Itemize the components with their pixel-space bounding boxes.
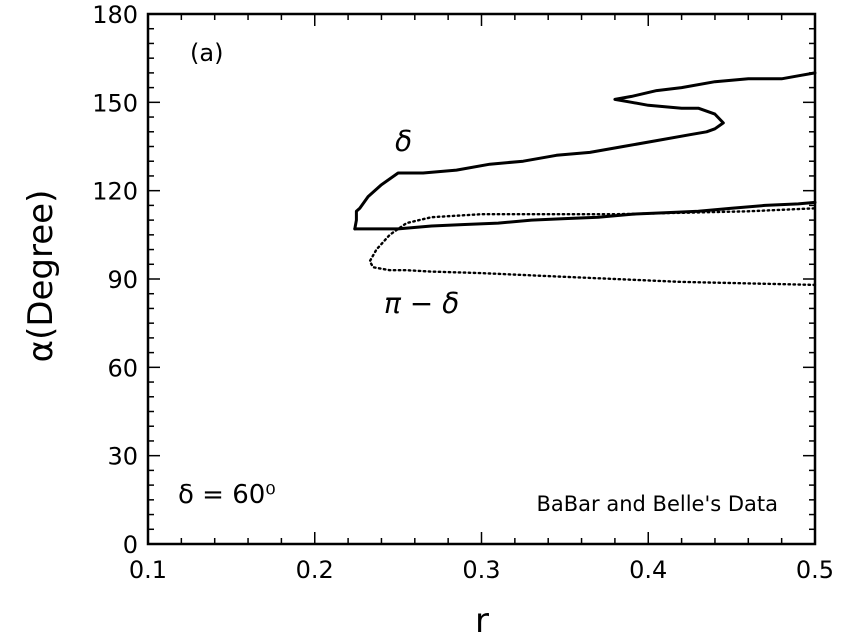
y-tick-label: 90: [107, 266, 138, 294]
x-tick-label: 0.1: [129, 556, 167, 584]
x-tick-label: 0.4: [629, 556, 667, 584]
y-tick-label: 120: [92, 178, 138, 206]
tick-labels: 0.1 0.2 0.3 0.4 0.5 0 30 60 90 120 150 180: [92, 1, 834, 584]
series-line-2: [353, 200, 817, 231]
x-tick-label: 0.2: [296, 556, 334, 584]
plot-frame: [146, 12, 817, 546]
delta-curve-label: δ: [395, 125, 412, 158]
ticks: [147, 13, 816, 545]
delta-value-annotation: δ = 60⁰: [178, 480, 276, 510]
series-line-1: [353, 71, 817, 231]
pi-minus-delta-curve-label: π − δ: [384, 287, 459, 320]
plot-lines: [353, 71, 817, 287]
panel-label: (a): [190, 39, 223, 67]
x-tick-label: 0.3: [462, 556, 500, 584]
series-line-3: [368, 207, 817, 287]
x-axis-title: r: [475, 601, 489, 640]
x-tick-label: 0.5: [796, 556, 834, 584]
y-tick-label: 180: [92, 1, 138, 29]
y-axis-title: α(Degree): [21, 190, 61, 363]
data-source-annotation: BaBar and Belle's Data: [537, 492, 779, 516]
y-tick-label: 60: [107, 354, 138, 382]
y-tick-label: 150: [92, 89, 138, 117]
y-tick-label: 30: [107, 443, 138, 471]
y-tick-label: 0: [123, 531, 138, 559]
